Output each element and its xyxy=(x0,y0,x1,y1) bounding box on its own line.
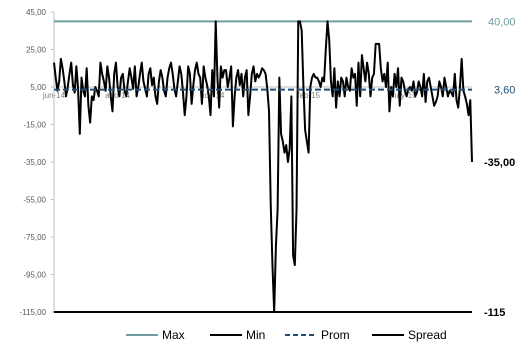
x-tick-label: ago-14 xyxy=(105,91,130,100)
y-tick-label: -95,00 xyxy=(23,271,46,280)
legend: Max Min Prom Spread xyxy=(126,328,447,342)
x-tick-label: nov-14 xyxy=(200,91,225,100)
y-tick-label: 5,00 xyxy=(30,83,46,92)
x-tick-label: may-15 xyxy=(390,91,417,100)
y-tick-labels: 45,00 25,00 5,00 -15,00 -35,00 -55,00 -75,00 -9… xyxy=(19,8,54,317)
x-tick-label: jun-14 xyxy=(42,91,66,100)
y-tick-label: -15,00 xyxy=(23,121,46,130)
y-tick-label: 45,00 xyxy=(26,8,47,17)
legend-label-max: Max xyxy=(162,328,185,342)
annotation-min: -115 xyxy=(484,307,505,319)
legend-label-min: Min xyxy=(246,328,265,342)
annotation-max: 40,00 xyxy=(488,16,516,28)
series-spread-line xyxy=(53,20,473,313)
series-layer xyxy=(53,20,473,313)
y-tick-label: -115,00 xyxy=(19,308,46,317)
legend-label-spread: Spread xyxy=(408,328,447,342)
y-tick-label: -35,00 xyxy=(23,158,46,167)
x-tick-labels: jun-14 ago-14 nov-14 feb-15 may-15 xyxy=(42,91,417,100)
annotations: 40,00 3,60 -35,00 -115 xyxy=(484,16,516,319)
annotation-prom: 3,60 xyxy=(494,85,515,97)
y-tick-label: -75,00 xyxy=(23,233,46,242)
x-tick-label: feb-15 xyxy=(297,91,320,100)
y-tick-label: -55,00 xyxy=(23,196,46,205)
legend-label-prom: Prom xyxy=(321,328,350,342)
annotation-spread-last: -35,00 xyxy=(484,157,515,169)
y-tick-label: 25,00 xyxy=(26,46,47,55)
